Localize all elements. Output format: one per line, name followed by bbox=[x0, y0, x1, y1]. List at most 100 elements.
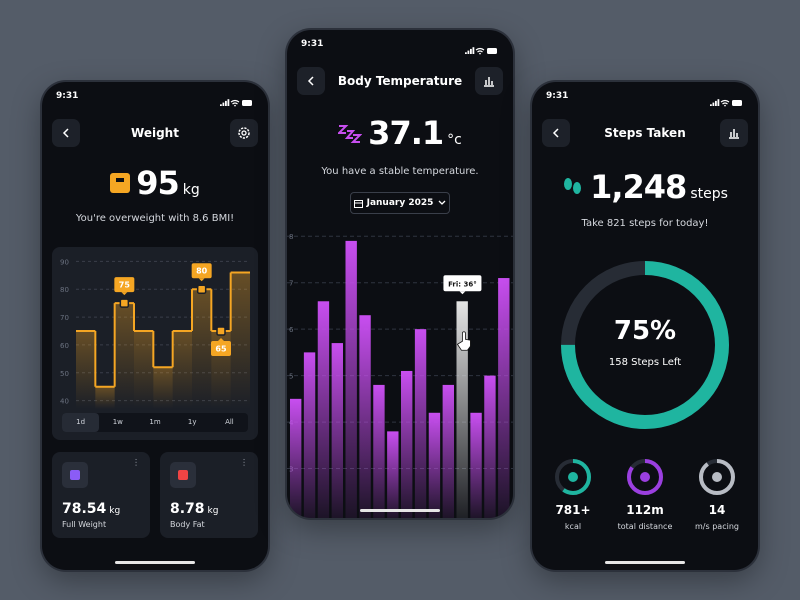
status-time: 9:31 bbox=[56, 91, 79, 101]
bar bbox=[290, 398, 302, 518]
steps-ring bbox=[561, 261, 729, 429]
card-icon bbox=[62, 462, 88, 488]
stat-icon bbox=[640, 472, 650, 482]
range-tab[interactable]: 1m bbox=[149, 418, 161, 426]
signal-bar bbox=[222, 102, 225, 106]
screen-title: Steps Taken bbox=[604, 126, 686, 140]
data-label: 75 bbox=[119, 281, 131, 290]
bar bbox=[317, 301, 330, 518]
weight-message: You're overweight with 8.6 BMI! bbox=[75, 213, 235, 224]
range-tab[interactable]: 1d bbox=[62, 413, 100, 432]
y-tick-label: 80 bbox=[60, 286, 69, 294]
y-tick-label: 7 bbox=[289, 280, 293, 288]
bar bbox=[345, 240, 357, 518]
stat-arc bbox=[699, 459, 735, 495]
label-box bbox=[211, 341, 231, 356]
signal-bar bbox=[717, 99, 720, 106]
y-tick-label: 8 bbox=[289, 233, 293, 241]
range-tab[interactable]: All bbox=[225, 418, 234, 426]
stat-arc bbox=[555, 459, 591, 495]
battery-icon bbox=[732, 100, 742, 106]
data-label: 80 bbox=[196, 267, 208, 276]
stat-icon bbox=[568, 472, 578, 482]
stat-value: 112m bbox=[626, 503, 664, 517]
status-svg bbox=[220, 99, 252, 107]
progress-arc bbox=[561, 261, 729, 429]
metric-card: ··· 78.54 kg Full Weight bbox=[52, 452, 150, 538]
stat-label: m/s pacing bbox=[695, 522, 739, 531]
bar bbox=[331, 343, 343, 518]
status-svg bbox=[710, 99, 742, 107]
signal-bar bbox=[472, 47, 475, 54]
tooltip-text: Fri: 36° bbox=[448, 280, 477, 288]
steps-phone: 9:31 Steps Taken 1,248 steps Take 821 st… bbox=[532, 82, 758, 570]
battery-icon bbox=[242, 100, 252, 106]
stats-button[interactable] bbox=[475, 67, 503, 95]
label-pointer bbox=[218, 338, 224, 341]
bar bbox=[498, 278, 510, 518]
label-pointer bbox=[198, 278, 205, 282]
area-step bbox=[192, 289, 212, 409]
card-value: 8.78 bbox=[170, 501, 205, 517]
metric-card: ··· 8.78 kg Body Fat bbox=[160, 452, 258, 538]
status-icons bbox=[710, 92, 744, 111]
label-box bbox=[114, 277, 135, 293]
signal-bar bbox=[712, 102, 715, 106]
label-box bbox=[191, 263, 212, 279]
status-time: 9:31 bbox=[301, 39, 324, 49]
area-step bbox=[172, 331, 192, 409]
status-time: 9:31 bbox=[546, 91, 569, 101]
signal-bar bbox=[225, 100, 227, 106]
signal-bar bbox=[470, 48, 472, 54]
stat-ring bbox=[555, 459, 591, 495]
signal-bar bbox=[227, 99, 230, 106]
month-label: January 2025 bbox=[366, 198, 434, 208]
range-tab[interactable]: 1w bbox=[112, 418, 123, 426]
wifi-icon bbox=[230, 99, 240, 107]
stat-label: kcal bbox=[564, 522, 582, 531]
settings-button[interactable] bbox=[230, 119, 258, 147]
card-menu: ··· bbox=[238, 458, 248, 467]
chevron-icon bbox=[438, 200, 446, 205]
y-tick-label: 90 bbox=[60, 258, 69, 266]
temperature-phone: 9:31 Body Temperature 37.1 °c You have a… bbox=[287, 30, 513, 518]
area-step bbox=[134, 331, 154, 409]
back-button[interactable] bbox=[297, 67, 325, 95]
signal-bar bbox=[715, 100, 717, 106]
temperature-value-row: 37.1 °c bbox=[287, 114, 513, 152]
bar bbox=[414, 329, 427, 518]
footprint-icon bbox=[564, 178, 582, 194]
weight-unit: kg bbox=[182, 182, 200, 198]
signal-bar bbox=[710, 104, 712, 106]
stats-icon bbox=[484, 77, 494, 87]
scale-icon bbox=[110, 173, 131, 193]
bar bbox=[428, 412, 441, 518]
back-icon bbox=[307, 76, 314, 86]
range-tab[interactable]: 1y bbox=[187, 418, 197, 426]
stat-icon bbox=[712, 472, 722, 482]
point-marker bbox=[119, 298, 130, 308]
bar bbox=[373, 384, 385, 518]
home-indicator bbox=[360, 509, 440, 512]
status-svg bbox=[465, 47, 497, 55]
temperature-message: You have a stable temperature. bbox=[321, 166, 479, 177]
card-value-row: 8.78 kg bbox=[170, 498, 218, 517]
sleep-icon bbox=[338, 125, 363, 143]
battery-icon bbox=[487, 48, 497, 54]
bar bbox=[484, 375, 496, 518]
card-unit: kg bbox=[207, 506, 219, 516]
stat-ring bbox=[627, 459, 663, 495]
back-button[interactable] bbox=[542, 119, 570, 147]
stats-button[interactable] bbox=[720, 119, 748, 147]
month-picker[interactable]: January 2025 bbox=[350, 192, 450, 214]
card-label: Full Weight bbox=[62, 520, 107, 529]
card-icon bbox=[170, 462, 196, 488]
area-step bbox=[153, 367, 173, 409]
cursor-icon bbox=[456, 331, 471, 351]
back-button[interactable] bbox=[52, 119, 80, 147]
bar bbox=[401, 370, 413, 518]
weight-chart-panel: 40 50 60 70 80 90 75 80 65 1d 1w 1m 1y All bbox=[52, 247, 258, 440]
y-tick-label: 60 bbox=[60, 342, 69, 350]
steps-remaining: 158 Steps Left bbox=[608, 357, 682, 368]
temperature-unit: °c bbox=[447, 132, 462, 148]
